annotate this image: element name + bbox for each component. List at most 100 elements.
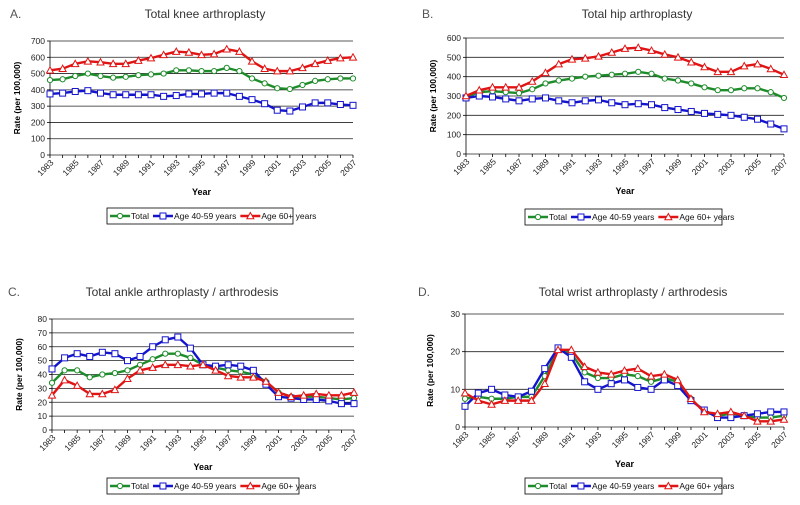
x-tick-label: 1987 — [87, 432, 108, 453]
y-tick-label: 100 — [447, 130, 461, 140]
x-tick-label: 1997 — [213, 432, 234, 453]
data-point — [312, 395, 320, 403]
x-tick-label: 1983 — [450, 429, 471, 450]
data-point — [61, 367, 68, 374]
data-point — [567, 353, 575, 361]
data-point — [541, 68, 550, 77]
legend-label: Total — [131, 481, 149, 491]
data-point — [311, 389, 321, 398]
data-point — [779, 70, 789, 79]
data-point — [97, 72, 104, 80]
legend: Total Age 40-59 years Age 60+ years — [106, 207, 316, 225]
data-point — [59, 76, 66, 83]
legend-marker-icon — [663, 212, 673, 221]
y-tick-label: 0 — [40, 150, 45, 160]
panel-letter: B. — [422, 7, 433, 21]
data-point — [488, 385, 496, 393]
data-point — [714, 110, 722, 118]
series-age-60-years — [47, 360, 359, 400]
data-point — [753, 59, 762, 68]
data-point — [621, 101, 629, 109]
data-point — [647, 385, 655, 393]
data-point — [73, 350, 81, 358]
x-tick-label: 2003 — [289, 432, 310, 453]
data-point — [487, 399, 496, 408]
data-point — [688, 80, 695, 87]
data-point — [350, 394, 358, 402]
y-tick-label: 100 — [31, 134, 45, 144]
y-tick-label: 60 — [38, 342, 48, 352]
x-tick-label: 2007 — [339, 432, 360, 453]
data-point — [647, 46, 656, 54]
x-tick-label: 1985 — [60, 157, 81, 178]
data-point — [149, 343, 157, 351]
x-tick-label: 1995 — [610, 429, 631, 450]
data-point — [633, 364, 643, 372]
data-point — [337, 400, 345, 408]
x-tick-label: 1999 — [237, 157, 258, 178]
data-point — [540, 379, 550, 387]
data-point — [272, 66, 282, 75]
data-point — [273, 106, 281, 114]
y-tick-label: 500 — [447, 52, 461, 62]
data-point — [46, 76, 54, 84]
data-point — [72, 381, 82, 389]
y-tick-label: 30 — [38, 383, 48, 393]
x-tick-label: 1989 — [113, 432, 134, 453]
data-point — [337, 390, 346, 399]
data-point — [527, 387, 535, 395]
data-point — [488, 82, 497, 91]
data-point — [173, 360, 183, 369]
x-tick-label: 1987 — [86, 157, 107, 178]
data-point — [727, 87, 735, 94]
data-point — [60, 375, 69, 384]
data-point — [58, 64, 67, 72]
legend-label: Age 60+ years — [261, 211, 316, 221]
data-point — [607, 47, 617, 56]
data-point — [349, 388, 359, 396]
data-point — [236, 68, 243, 75]
data-point — [84, 87, 92, 95]
data-point — [159, 50, 168, 59]
y-tick-label: 300 — [447, 91, 461, 101]
data-point — [48, 379, 56, 386]
data-point — [83, 56, 93, 65]
data-point — [310, 59, 320, 68]
data-point — [336, 53, 345, 62]
data-point — [72, 72, 79, 80]
data-point — [248, 372, 258, 381]
data-point — [633, 43, 643, 51]
legend-marker-icon — [245, 481, 255, 490]
data-point — [514, 82, 524, 91]
data-point — [475, 92, 483, 100]
data-point — [753, 410, 761, 418]
series-total — [46, 64, 357, 93]
data-point — [461, 402, 469, 410]
data-point — [515, 97, 523, 105]
data-point — [660, 49, 670, 58]
data-point — [211, 365, 220, 374]
data-point — [766, 64, 776, 73]
legend-marker-icon — [159, 482, 167, 490]
data-point — [299, 81, 306, 89]
x-tick-label: 1993 — [583, 429, 604, 450]
x-tick-label: 2005 — [743, 156, 764, 177]
series-line — [464, 348, 785, 423]
data-point — [224, 361, 232, 369]
x-tick-label: 1995 — [187, 157, 208, 178]
series-age-40-59-years — [462, 92, 788, 133]
y-tick-label: 500 — [31, 69, 45, 79]
y-tick-label: 200 — [31, 117, 45, 127]
data-point — [161, 336, 169, 344]
x-tick-label: 1991 — [556, 429, 577, 450]
legend-box — [106, 477, 300, 495]
data-point — [620, 44, 630, 52]
data-point — [489, 93, 496, 101]
data-point — [223, 371, 233, 380]
data-point — [661, 75, 668, 82]
data-point — [581, 369, 588, 376]
x-axis-label: Year — [615, 459, 635, 469]
data-point — [235, 47, 244, 55]
data-point — [713, 67, 723, 76]
data-point — [86, 374, 93, 381]
